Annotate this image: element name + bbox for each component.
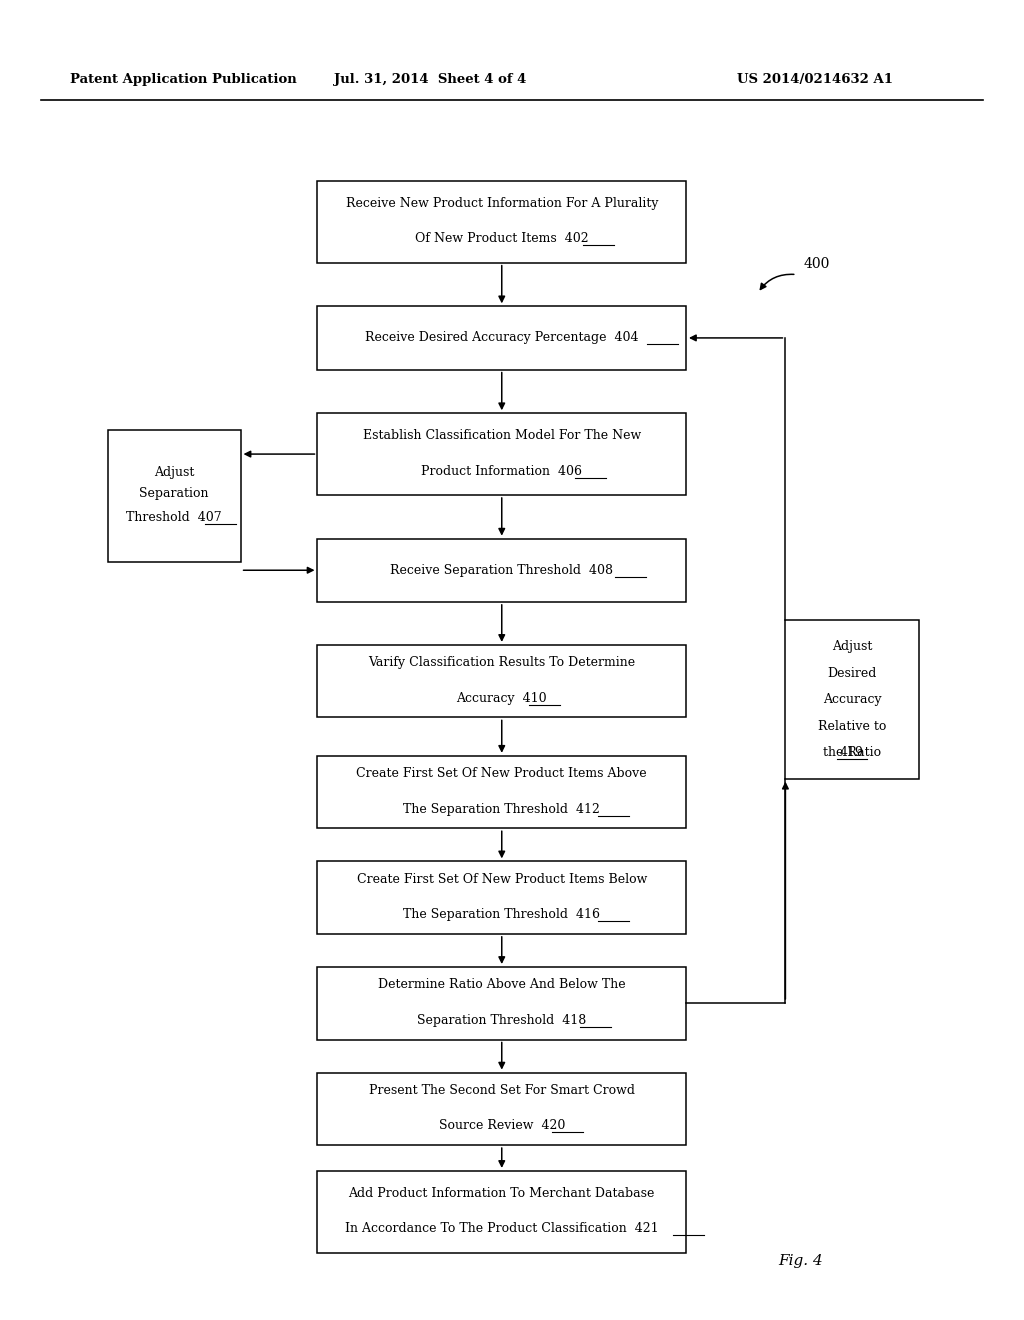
Bar <box>108 430 241 562</box>
Text: Accuracy  410: Accuracy 410 <box>457 692 547 705</box>
Text: Adjust: Adjust <box>154 466 195 479</box>
Bar <box>317 539 686 602</box>
Text: Threshold  407: Threshold 407 <box>126 511 222 524</box>
Text: Separation Threshold  418: Separation Threshold 418 <box>417 1014 587 1027</box>
Bar <box>317 645 686 718</box>
Text: Of New Product Items  402: Of New Product Items 402 <box>415 232 589 246</box>
Text: Desired: Desired <box>827 667 877 680</box>
Text: Adjust: Adjust <box>831 640 872 653</box>
Text: Determine Ratio Above And Below The: Determine Ratio Above And Below The <box>378 978 626 991</box>
Text: Receive Separation Threshold  408: Receive Separation Threshold 408 <box>390 564 613 577</box>
Bar <box>317 413 686 495</box>
Text: US 2014/0214632 A1: US 2014/0214632 A1 <box>737 74 893 86</box>
Text: Establish Classification Model For The New: Establish Classification Model For The N… <box>362 429 641 442</box>
Text: Product Information  406: Product Information 406 <box>421 465 583 478</box>
Text: Patent Application Publication: Patent Application Publication <box>70 74 296 86</box>
Text: Source Review  420: Source Review 420 <box>438 1119 565 1133</box>
Bar <box>317 755 686 829</box>
Text: Jul. 31, 2014  Sheet 4 of 4: Jul. 31, 2014 Sheet 4 of 4 <box>334 74 526 86</box>
Text: In Accordance To The Product Classification  421: In Accordance To The Product Classificat… <box>345 1222 658 1236</box>
Text: Accuracy: Accuracy <box>822 693 882 706</box>
Text: The Separation Threshold  412: The Separation Threshold 412 <box>403 803 600 816</box>
Bar <box>785 620 919 779</box>
Text: Create First Set Of New Product Items Below: Create First Set Of New Product Items Be… <box>356 873 647 886</box>
Text: Fig. 4: Fig. 4 <box>778 1254 823 1267</box>
Text: Separation: Separation <box>139 487 209 500</box>
Text: The Separation Threshold  416: The Separation Threshold 416 <box>403 908 600 921</box>
Text: 400: 400 <box>804 257 830 271</box>
Text: Varify Classification Results To Determine: Varify Classification Results To Determi… <box>369 656 635 669</box>
Bar <box>317 181 686 263</box>
Text: the Ratio: the Ratio <box>823 746 881 759</box>
Text: Create First Set Of New Product Items Above: Create First Set Of New Product Items Ab… <box>356 767 647 780</box>
Bar <box>317 1072 686 1144</box>
Bar <box>317 862 686 935</box>
Text: Add Product Information To Merchant Database: Add Product Information To Merchant Data… <box>348 1187 655 1200</box>
Bar <box>317 1171 686 1253</box>
Text: Receive Desired Accuracy Percentage  404: Receive Desired Accuracy Percentage 404 <box>365 331 639 345</box>
Text: Relative to: Relative to <box>818 719 886 733</box>
Bar <box>317 306 686 370</box>
Text: Present The Second Set For Smart Crowd: Present The Second Set For Smart Crowd <box>369 1084 635 1097</box>
Text: 419: 419 <box>840 746 864 759</box>
Bar <box>317 966 686 1040</box>
Text: Receive New Product Information For A Plurality: Receive New Product Information For A Pl… <box>345 197 658 210</box>
